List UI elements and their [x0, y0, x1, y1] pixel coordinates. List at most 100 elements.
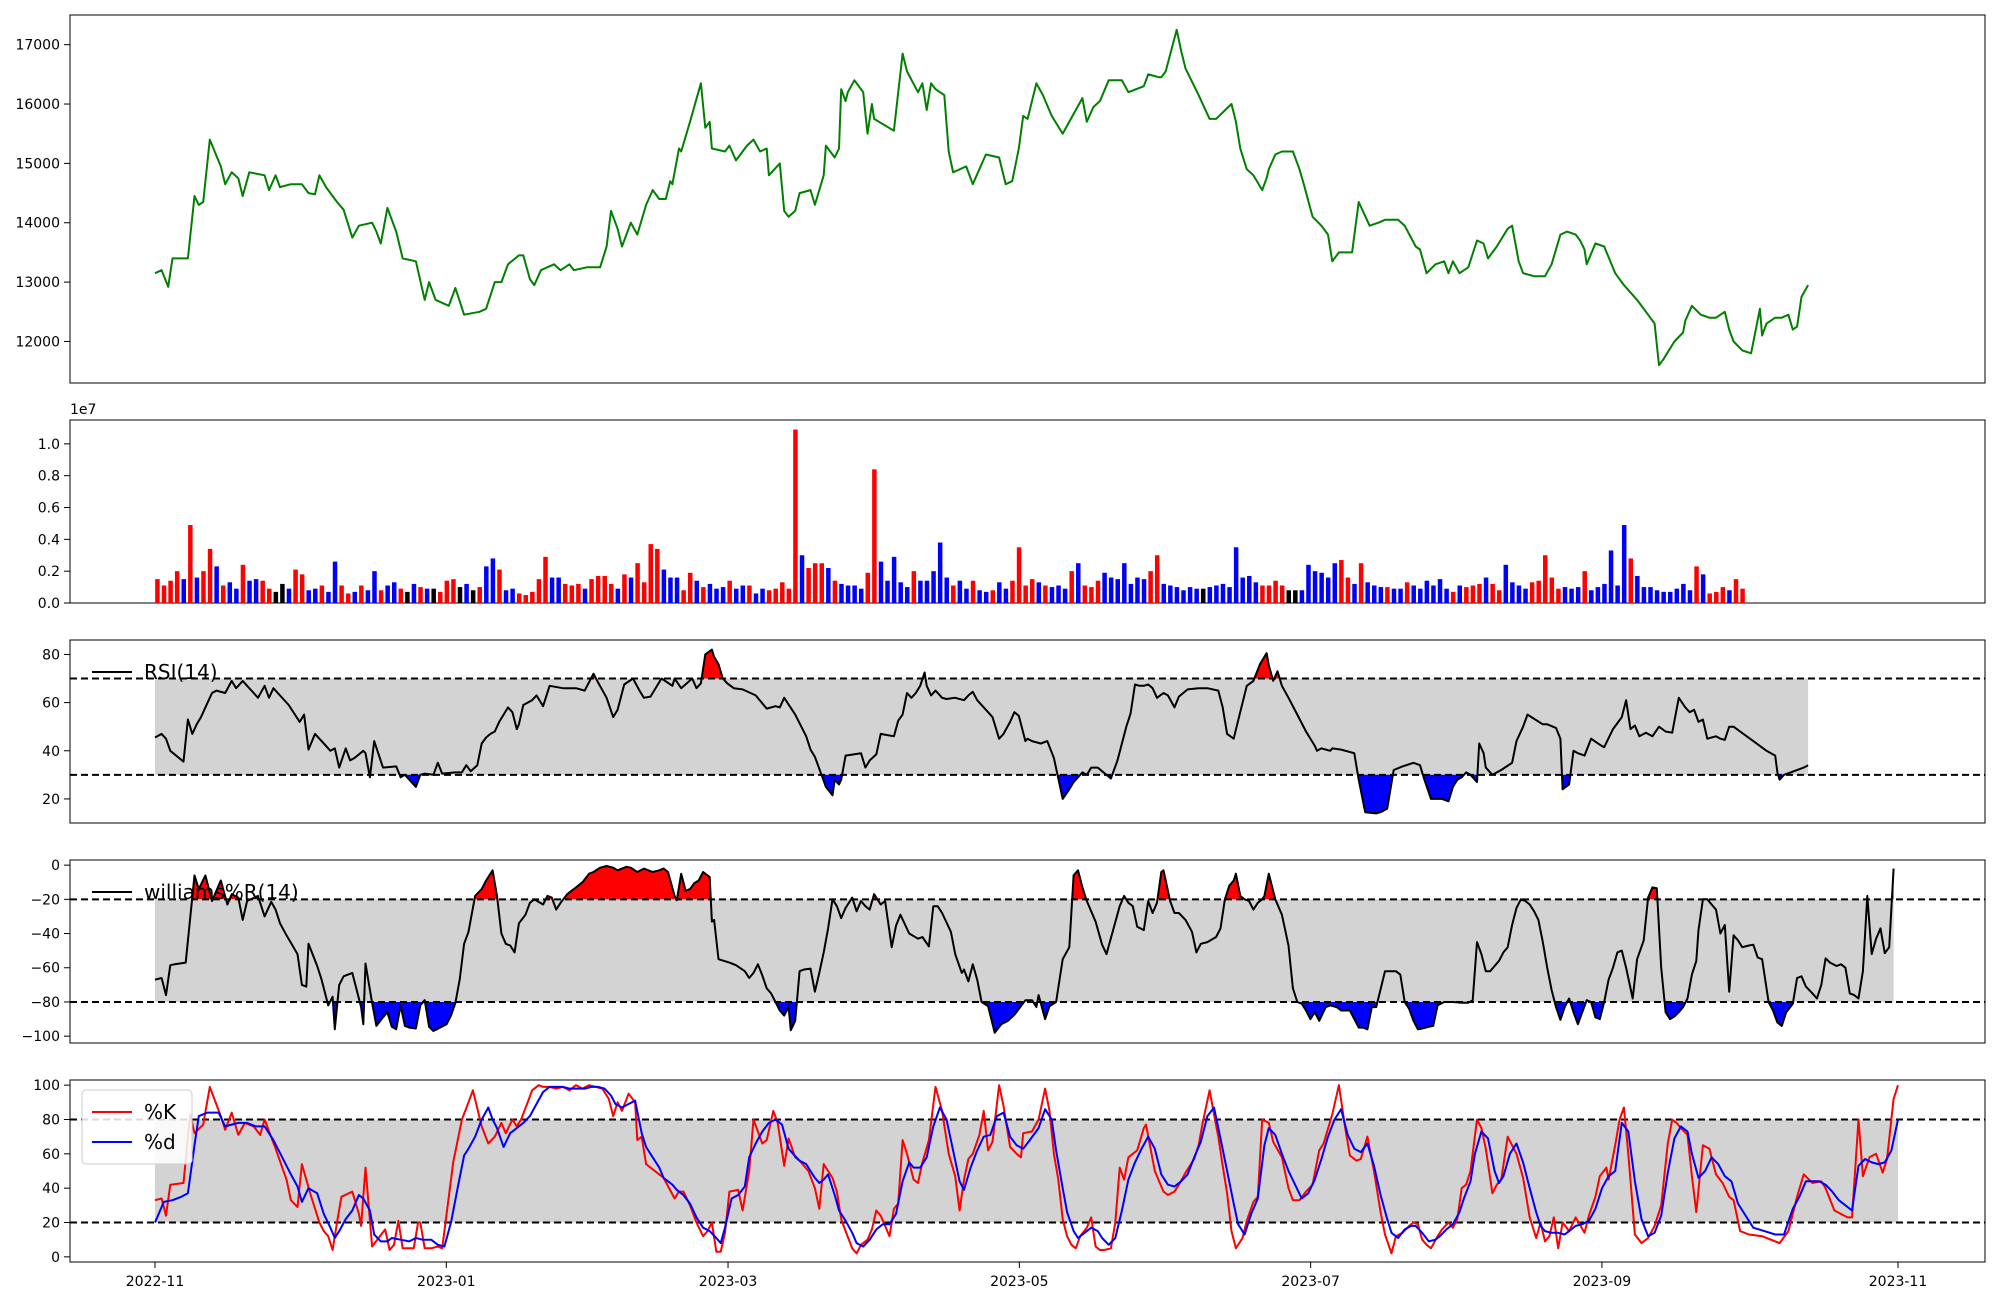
volume-bar: [891, 556, 897, 603]
price-ytick-label: 12000: [15, 334, 60, 350]
volume-bar: [1358, 563, 1364, 603]
volume-bar: [424, 588, 430, 603]
williams-ytick-label: −80: [30, 995, 60, 1011]
price-frame: [69, 14, 1986, 384]
volume-bar: [944, 577, 949, 603]
volume-bar: [911, 571, 917, 603]
volume-bar: [326, 591, 331, 603]
price-panel: 12000 13000 14000 15000 16000 17000: [15, 14, 1986, 384]
volume-bar: [1404, 582, 1410, 603]
volume-bar: [385, 585, 390, 603]
stochastic-ytick-label: 0: [51, 1250, 60, 1266]
volume-bar: [905, 587, 910, 603]
volume-ytick-label: 0.6: [38, 501, 60, 517]
volume-bar: [1602, 583, 1607, 603]
volume-bar: [655, 548, 660, 603]
volume-bar: [1089, 587, 1094, 603]
volume-bar: [1069, 571, 1074, 603]
volume-bar: [1727, 590, 1732, 603]
volume-bar: [1135, 577, 1140, 603]
volume-bar: [1332, 563, 1338, 603]
volume-bar: [1010, 580, 1015, 603]
volume-bar: [1207, 587, 1213, 603]
rsi-oversold-fill: [1561, 774, 1571, 790]
volume-bar: [1654, 590, 1660, 603]
price-ytick-label: 13000: [15, 275, 60, 291]
x-tick-label: 2023-07: [1281, 1274, 1340, 1290]
volume-bar: [615, 588, 621, 603]
williams-overbought-fill: [212, 880, 226, 900]
williams-ytick-label: −60: [30, 961, 60, 977]
volume-bar: [931, 571, 936, 603]
stochastic-ytick-label: 40: [42, 1181, 60, 1197]
volume-bar: [1240, 577, 1245, 603]
volume-bar: [734, 588, 739, 603]
volume-bar: [543, 556, 548, 603]
stochastic-ytick-label: 20: [42, 1216, 60, 1232]
volume-bar: [681, 590, 686, 603]
volume-ytick-label: 0.2: [38, 564, 60, 580]
volume-bar: [812, 563, 818, 603]
rsi-oversold-fill: [1357, 774, 1393, 814]
volume-bar: [247, 580, 252, 603]
volume-bar: [951, 585, 956, 603]
x-tick-label: 2023-03: [699, 1274, 758, 1290]
rsi-overbought-fill: [701, 649, 723, 679]
rsi-ytick-label: 40: [42, 744, 60, 760]
volume-bar: [668, 577, 673, 603]
volume-bar: [503, 590, 509, 603]
rsi-ytick-label: 60: [42, 696, 60, 712]
volume-bar: [280, 583, 285, 603]
volume-bar: [576, 583, 581, 603]
volume-bar: [832, 580, 838, 603]
volume-bar: [234, 588, 239, 603]
volume-bar: [1411, 585, 1416, 603]
volume-bar: [516, 593, 522, 603]
volume-bar: [1536, 580, 1541, 603]
stochastic-ytick-label: 60: [42, 1147, 60, 1163]
volume-bar: [1628, 558, 1634, 603]
williams-oversold-fill: [425, 1002, 456, 1031]
williams-overbought-fill: [563, 866, 677, 900]
volume-bar: [865, 572, 871, 603]
volume-bar: [1490, 583, 1495, 603]
volume-bar: [438, 591, 443, 603]
x-tick-label: 2023-11: [1869, 1274, 1928, 1290]
volume-bar: [747, 585, 752, 603]
volume-bar: [1214, 585, 1219, 603]
volume-bar: [536, 579, 542, 603]
volume-ytick-label: 0.8: [38, 469, 60, 485]
volume-bar: [1339, 560, 1344, 603]
volume-bar: [1385, 587, 1390, 603]
volume-bar: [1115, 579, 1120, 603]
volume-bar: [793, 429, 798, 603]
volume-bar: [1372, 585, 1377, 603]
volume-bar: [378, 590, 384, 603]
volume-bar: [720, 587, 726, 603]
volume-bar: [1635, 575, 1640, 603]
volume-bar: [1674, 588, 1680, 603]
williams-oversold-fill: [1768, 1002, 1794, 1026]
volume-bar: [1102, 572, 1107, 603]
volume-bar: [1648, 587, 1653, 603]
williams-line: [154, 865, 1895, 1034]
volume-bar: [1740, 588, 1745, 603]
volume-bar: [924, 580, 930, 603]
volume-bar: [1016, 547, 1022, 603]
volume-bar: [1424, 580, 1430, 603]
volume-bar: [1589, 590, 1594, 603]
volume-bar: [760, 588, 765, 603]
volume-bar: [214, 566, 219, 603]
volume-bar: [1266, 585, 1272, 603]
volume-bar: [1319, 572, 1324, 603]
volume-bar: [1444, 588, 1449, 603]
volume-bar: [286, 588, 292, 603]
volume-bar: [530, 591, 535, 603]
volume-bar: [641, 582, 647, 603]
volume-bar: [1595, 587, 1601, 603]
volume-bar: [1418, 588, 1423, 603]
williams-oversold-fill: [371, 1002, 424, 1030]
volume-bar: [661, 569, 667, 603]
volume-bar: [293, 569, 298, 603]
volume-ytick-label: 0.0: [38, 596, 60, 612]
